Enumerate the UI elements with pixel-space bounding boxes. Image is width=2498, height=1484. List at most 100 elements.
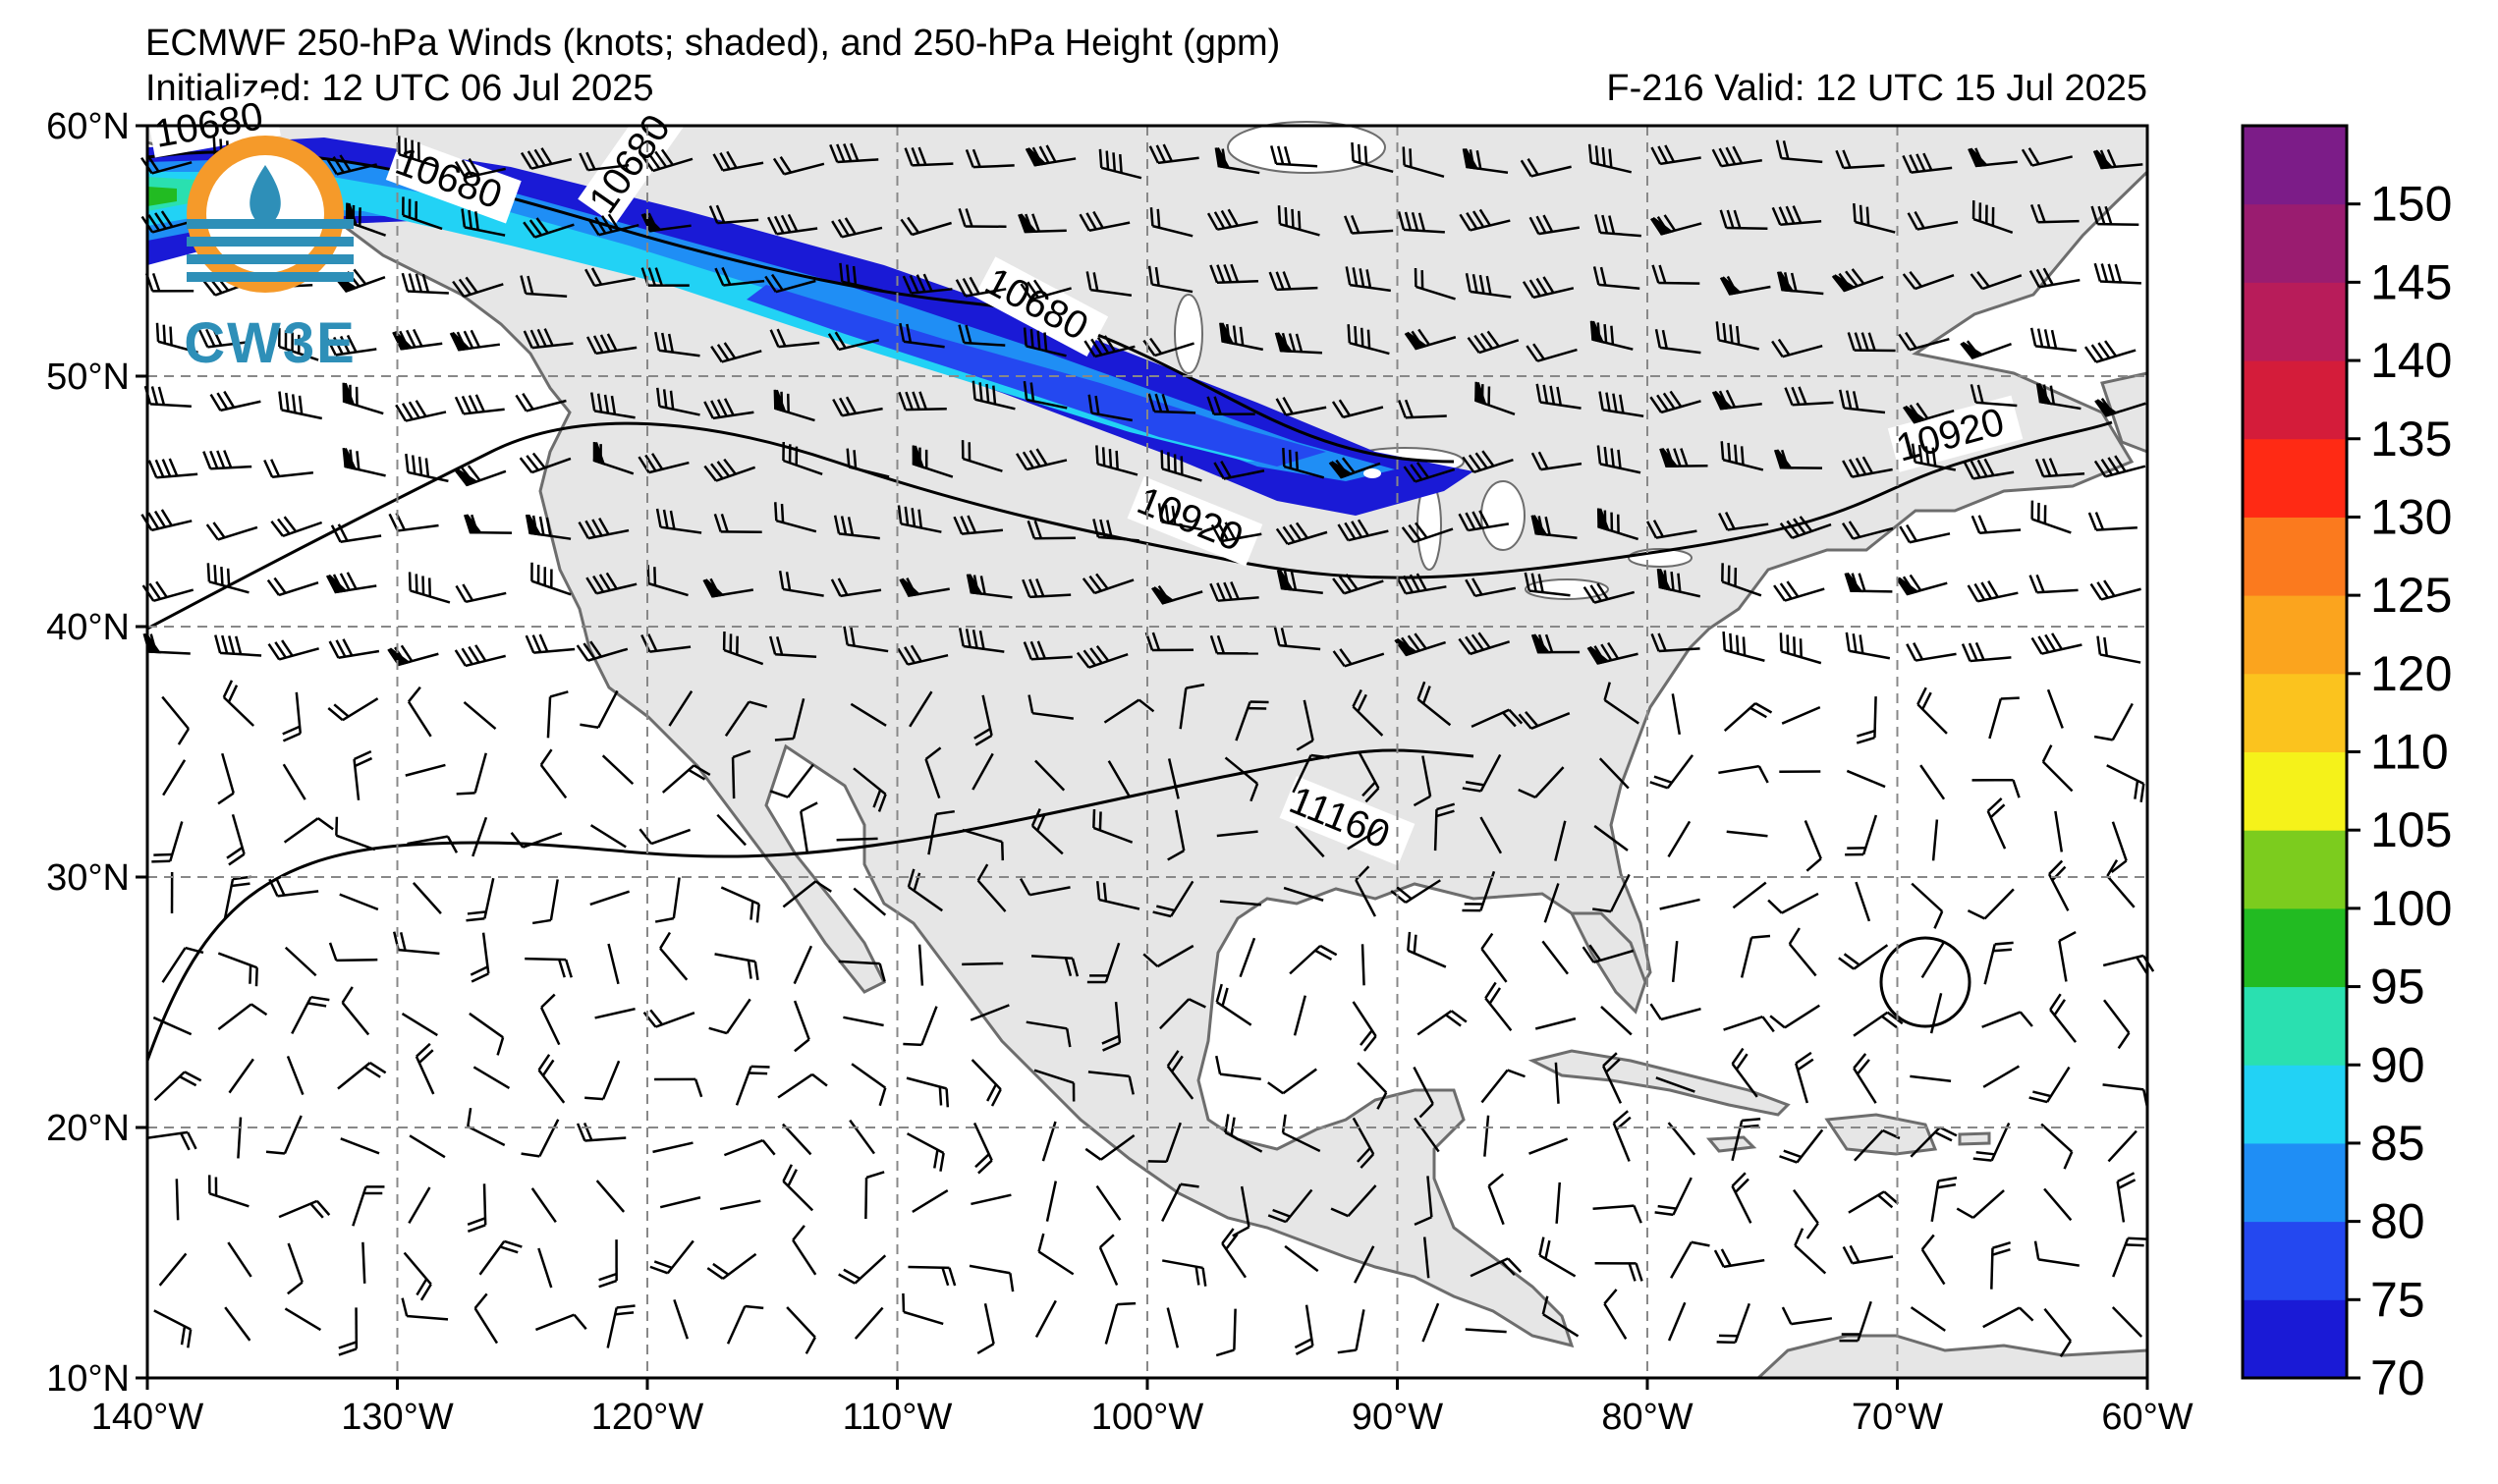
- wind-barb: [1779, 1128, 1824, 1164]
- wind-barb: [1045, 1181, 1058, 1222]
- wind-barb: [786, 1306, 816, 1354]
- colorbar-segment: [2243, 830, 2347, 909]
- wind-barb: [1731, 1172, 1752, 1224]
- wind-barb: [520, 275, 568, 298]
- wind-barb: [282, 763, 306, 800]
- wind-barb: [782, 880, 832, 908]
- wind-barb: [152, 1016, 193, 1036]
- wind-barb: [1152, 880, 1194, 918]
- wind-barb: [2116, 1172, 2137, 1223]
- wind-barb: [1471, 708, 1524, 729]
- wind-barb: [2103, 999, 2131, 1050]
- wind-barb: [1025, 144, 1077, 167]
- wind-barb: [976, 1302, 995, 1354]
- wind-barb: [1458, 632, 1511, 656]
- wind-barb: [1332, 648, 1385, 668]
- wind-barb: [1209, 634, 1258, 655]
- wind-barb: [655, 508, 702, 534]
- wind-barb: [1592, 873, 1631, 913]
- wind-barb: [1401, 522, 1454, 544]
- wind-barb: [1776, 271, 1824, 296]
- wind-barb: [1855, 881, 1871, 922]
- wind-barb: [2028, 574, 2079, 594]
- wind-barb: [656, 387, 700, 416]
- wind-barb: [525, 957, 573, 978]
- wind-barb: [1910, 1126, 1958, 1158]
- wind-barb: [909, 690, 933, 728]
- wind-barb: [710, 342, 762, 363]
- wind-barb: [1224, 756, 1259, 802]
- wind-barb: [1162, 1259, 1207, 1287]
- wind-barb: [838, 960, 886, 982]
- wind-barb: [1018, 213, 1067, 234]
- wind-barb: [772, 156, 825, 176]
- colorbar-tick-label: 135: [2370, 412, 2452, 467]
- x-axis: 140°W 130°W 120°W 110°W 100°W 90°W 80°W …: [91, 1378, 2193, 1438]
- wind-barb: [1667, 820, 1692, 858]
- wind-barb: [1981, 1011, 2033, 1028]
- wind-barb: [1358, 751, 1380, 803]
- wind-barb: [1480, 932, 1508, 983]
- map-title: ECMWF 250-hPa Winds (knots; shaded), and…: [145, 23, 1281, 64]
- wind-barb: [2094, 398, 2146, 417]
- wind-barb: [1896, 574, 1948, 596]
- wind-barb: [595, 1180, 626, 1213]
- wind-barb: [1831, 268, 1884, 293]
- wind-barb: [405, 763, 446, 777]
- wind-barb: [576, 640, 629, 662]
- colorbar-segment: [2243, 126, 2347, 205]
- wind-barb: [1841, 521, 1894, 540]
- contour-11160: [145, 748, 1474, 1062]
- wind-barb: [270, 516, 323, 537]
- wind-barb: [537, 1054, 566, 1104]
- wind-barb: [598, 1239, 618, 1289]
- wind-barb: [147, 458, 198, 479]
- wind-barb: [829, 142, 879, 164]
- wind-barb: [327, 697, 379, 722]
- wind-barb: [839, 262, 883, 293]
- wind-barb: [587, 213, 639, 237]
- colorbar-segment: [2243, 360, 2347, 440]
- wind-barb: [1206, 208, 1258, 231]
- wind-barb: [1206, 396, 1255, 416]
- wind-barb: [1720, 441, 1764, 471]
- wind-barb: [214, 634, 262, 657]
- wind-barb: [927, 809, 955, 855]
- wind-barb: [1593, 824, 1629, 852]
- wind-barb: [2029, 327, 2078, 353]
- wind-barb: [1293, 995, 1306, 1036]
- wind-barb: [723, 1138, 776, 1157]
- gridlines: [147, 126, 2147, 1378]
- wind-barb: [1654, 1177, 1693, 1217]
- wind-barb: [1142, 337, 1194, 357]
- colorbar-segment: [2243, 203, 2347, 283]
- wind-barb: [153, 1309, 193, 1348]
- wind-barb: [716, 813, 747, 847]
- wind-barb: [1649, 390, 1701, 414]
- wind-barb: [1671, 693, 1682, 736]
- wind-barb: [1982, 1065, 2021, 1088]
- wind-barb: [2089, 579, 2141, 601]
- wind-barb: [708, 204, 759, 225]
- wind-barb: [1853, 202, 1896, 234]
- wind-barb: [585, 333, 638, 356]
- wind-barb: [576, 1122, 627, 1142]
- wind-barb: [1351, 141, 1394, 174]
- wind-barb: [198, 327, 250, 349]
- wind-barb: [1034, 759, 1066, 792]
- wind-barb: [1899, 523, 1951, 544]
- wind-barb: [1292, 753, 1330, 794]
- wind-barb: [466, 877, 495, 922]
- wind-barb: [1402, 146, 1445, 179]
- wind-barb: [1166, 1307, 1180, 1348]
- wind-barb: [1216, 830, 1258, 838]
- wind-barb: [1458, 510, 1510, 532]
- wind-barb: [217, 752, 235, 805]
- wind-barb: [853, 767, 887, 812]
- wind-barb: [1414, 1117, 1440, 1153]
- wind-barb: [1101, 1001, 1122, 1052]
- wind-barb: [151, 821, 184, 863]
- wind-barb: [1596, 508, 1639, 541]
- wind-barb: [1902, 402, 1955, 424]
- colorbar-tick-label: 150: [2370, 177, 2452, 232]
